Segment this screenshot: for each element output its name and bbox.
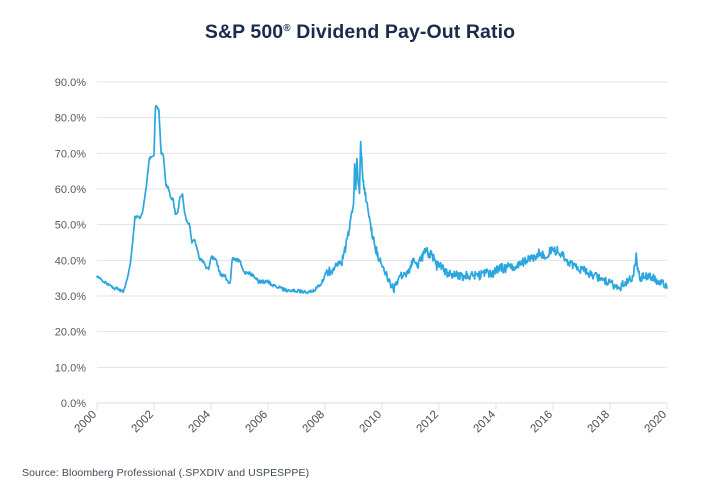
y-axis-tick-label: 30.0% (55, 291, 86, 303)
data-series-layer (96, 104, 668, 295)
y-axis-tick-label: 80.0% (55, 113, 86, 125)
gridlines (97, 81, 667, 404)
y-axis-tick-label: 10.0% (55, 362, 86, 374)
data-series-line (96, 104, 668, 295)
x-axis-tick-label: 2016 (529, 409, 556, 436)
x-axis-tick-label: 2018 (586, 409, 613, 436)
x-axis-tick-label: 2008 (301, 409, 328, 436)
source-note: Source: Bloomberg Professional (.SPXDIV … (22, 467, 310, 479)
y-axis-tick-label: 20.0% (55, 327, 86, 339)
y-axis-labels: 90.0% 80.0% 70.0% 60.0% 50.0% 40.0% 30.0% 20.0%… (55, 77, 86, 410)
x-axis-tick-label: 2002 (130, 409, 157, 436)
x-axis-ticks (96, 403, 668, 410)
y-axis-tick-label: 40.0% (55, 255, 86, 267)
y-axis-tick-label: 70.0% (55, 148, 86, 160)
y-axis-tick-label: 50.0% (55, 220, 86, 232)
x-axis-tick-label: 2006 (244, 409, 271, 436)
registered-trademark-icon: ® (283, 23, 291, 34)
x-axis-tick-label: 2020 (643, 409, 670, 436)
x-axis-tick-label: 2012 (415, 409, 442, 436)
chart-title-rest: Dividend Pay-Out Ratio (290, 21, 516, 43)
y-axis-tick-label: 0.0% (61, 398, 86, 410)
x-axis-tick-label: 2014 (472, 408, 499, 435)
x-axis-tick-label: 2000 (73, 409, 100, 436)
x-axis-tick-label: 2010 (358, 409, 385, 436)
page-title: S&P 500® Dividend Pay-Out Ratio (0, 21, 720, 44)
y-axis-tick-label: 90.0% (55, 77, 86, 89)
chart-plot-area: 90.0% 80.0% 70.0% 60.0% 50.0% 40.0% 30.0% 20.0%… (55, 77, 670, 435)
x-axis-labels: 2000 2002 2004 2006 2008 2010 2012 2014 2016 2018… (73, 408, 670, 435)
x-axis-tick-label: 2004 (187, 408, 214, 435)
chart-title-main: S&P 500 (204, 21, 284, 43)
y-axis-tick-label: 60.0% (55, 184, 86, 196)
